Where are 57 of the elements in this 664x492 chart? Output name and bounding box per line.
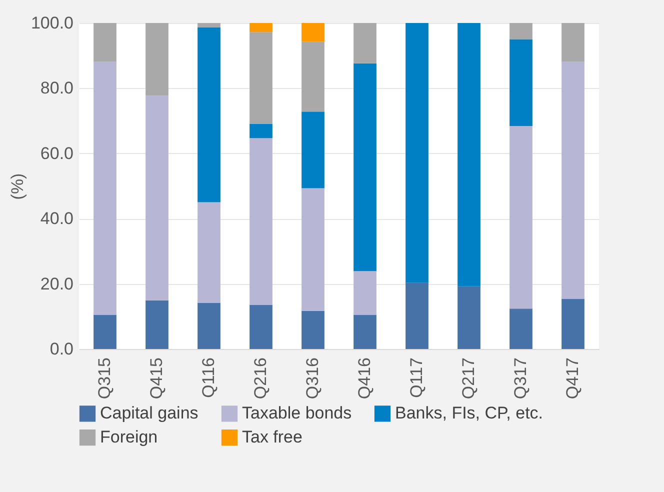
- bar: [250, 124, 272, 138]
- bar: [146, 23, 168, 96]
- x-tick-label: Q216: [251, 358, 270, 400]
- legend-label: Capital gains: [100, 404, 198, 423]
- bar: [146, 96, 168, 300]
- bar: [198, 23, 220, 28]
- bar: [302, 23, 324, 42]
- bar: [250, 32, 272, 124]
- y-axis-title: (%): [8, 173, 27, 200]
- x-tick-label: Q416: [355, 358, 374, 400]
- bar: [354, 314, 376, 349]
- legend-label: Banks, FIs, CP, etc.: [395, 404, 544, 423]
- bar: [94, 61, 116, 315]
- legend-label: Foreign: [100, 428, 158, 446]
- bar: [354, 63, 376, 272]
- bar: [510, 39, 532, 126]
- x-tick-label: Q116: [199, 358, 218, 398]
- x-tick-label: Q217: [459, 358, 478, 400]
- bar: [302, 310, 324, 349]
- x-tick-label: Q417: [563, 358, 582, 400]
- bar: [562, 298, 584, 349]
- legend-label: Tax free: [242, 428, 302, 446]
- bar: [458, 286, 480, 349]
- bar: [302, 188, 324, 311]
- bar: [510, 126, 532, 309]
- bar: [146, 300, 168, 349]
- bar: [250, 138, 272, 305]
- bar: [198, 303, 220, 349]
- bar: [198, 27, 220, 202]
- bar: [510, 308, 532, 349]
- bar: [354, 271, 376, 315]
- y-tick-label: 40.0: [40, 209, 74, 228]
- x-tick-label: Q317: [511, 358, 530, 400]
- bar: [562, 61, 584, 299]
- bar: [250, 23, 272, 32]
- x-tick-label: Q117: [407, 358, 426, 398]
- bar: [406, 282, 428, 349]
- y-tick-label: 20.0: [40, 274, 74, 294]
- bar: [510, 23, 532, 40]
- bar: [458, 23, 480, 286]
- bar: [250, 304, 272, 349]
- bar: [354, 23, 376, 64]
- y-tick-label: 0.0: [50, 340, 74, 358]
- bar: [198, 202, 220, 304]
- x-tick-label: Q415: [147, 358, 166, 400]
- bar: [94, 23, 116, 62]
- y-tick-label: 80.0: [40, 78, 74, 98]
- y-tick-label: 100.0: [30, 14, 74, 32]
- x-tick-label: Q315: [95, 358, 114, 400]
- bar: [94, 314, 116, 349]
- bar: [302, 42, 324, 112]
- bar: [562, 23, 584, 62]
- bar: [302, 112, 324, 188]
- y-tick-label: 60.0: [40, 144, 74, 163]
- legend-label: Taxable bonds: [242, 404, 352, 423]
- bar: [406, 23, 428, 283]
- x-tick-label: Q316: [303, 358, 322, 400]
